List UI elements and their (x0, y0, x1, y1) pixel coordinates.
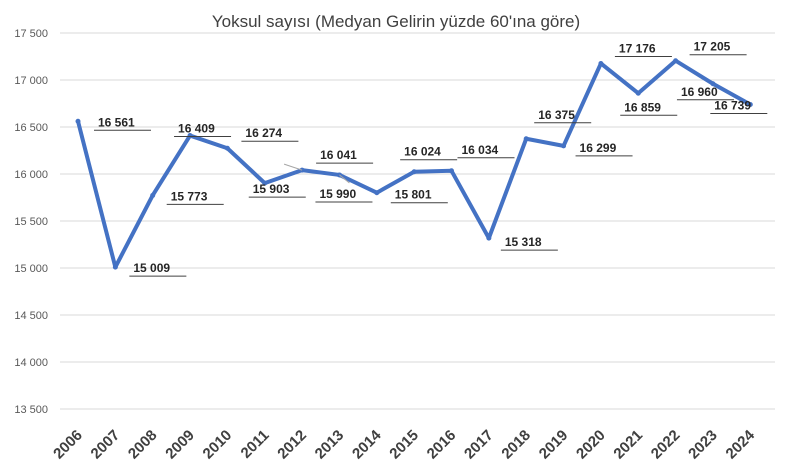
x-tick-label: 2008 (125, 427, 161, 463)
data-point (150, 192, 156, 198)
data-point (112, 264, 118, 270)
data-point (673, 58, 679, 64)
x-axis-ticks: 2006 2007 2008 2009 2010 2011 2012 2013 2014 2015… (50, 426, 758, 462)
x-tick-label: 2017 (461, 427, 497, 463)
x-tick-label: 2012 (274, 427, 310, 463)
y-tick-label: 15 500 (14, 216, 48, 228)
y-tick-label: 16 500 (14, 122, 48, 134)
data-label: 16 960 (681, 85, 718, 99)
data-label: 16 859 (624, 100, 661, 114)
data-label: 16 409 (178, 122, 215, 136)
data-label: 16 041 (320, 148, 357, 162)
data-point (598, 60, 604, 66)
x-tick-label: 2018 (498, 427, 534, 463)
y-tick-label: 17 000 (14, 75, 48, 87)
data-label: 16 739 (714, 99, 751, 113)
y-axis-ticks: 13 500 14 000 14 500 15 000 15 500 16 000 16 5… (14, 28, 48, 416)
label-leader-line (283, 163, 303, 171)
data-label: 15 773 (171, 189, 208, 203)
x-tick-label: 2013 (312, 427, 348, 463)
x-tick-label: 2014 (349, 426, 385, 462)
data-label: 15 318 (505, 235, 542, 249)
data-label: 15 990 (319, 187, 356, 201)
data-point (449, 168, 454, 174)
y-tick-label: 14 500 (14, 310, 48, 322)
x-tick-label: 2021 (610, 427, 646, 463)
chart-title: Yoksul sayısı (Medyan Gelirin yüzde 60'ı… (212, 12, 580, 31)
x-tick-label: 2020 (573, 427, 609, 463)
data-labels: 16 561 15 009 15 773 16 409 16 274 15 903 16 0… (94, 40, 768, 277)
data-label: 16 299 (580, 141, 617, 155)
x-tick-label: 2009 (162, 427, 198, 463)
series-line (76, 58, 753, 270)
data-label: 16 375 (538, 108, 575, 122)
data-label: 17 205 (694, 40, 731, 54)
data-label: 16 024 (404, 145, 441, 159)
y-tick-label: 15 000 (14, 263, 48, 275)
data-point (486, 235, 492, 241)
data-label: 16 034 (462, 143, 499, 157)
data-label: 15 903 (253, 182, 290, 196)
data-label: 15 801 (395, 188, 432, 202)
y-tick-label: 17 500 (14, 28, 48, 40)
data-label: 16 274 (245, 126, 282, 140)
grid-lines (60, 32, 775, 410)
data-label: 16 561 (98, 115, 135, 129)
data-label: 17 176 (619, 41, 656, 55)
x-tick-label: 2016 (424, 427, 460, 463)
data-point (523, 136, 529, 142)
y-tick-label: 16 000 (14, 169, 48, 181)
x-tick-label: 2015 (386, 427, 422, 463)
x-tick-label: 2011 (238, 427, 273, 462)
x-tick-label: 2019 (536, 427, 572, 463)
x-tick-label: 2007 (88, 427, 124, 463)
x-tick-label: 2023 (685, 427, 721, 463)
data-point (75, 118, 81, 124)
data-point (561, 143, 567, 149)
data-point (747, 102, 753, 108)
x-tick-label: 2010 (200, 427, 236, 463)
data-point (224, 145, 230, 151)
y-tick-label: 13 500 (14, 404, 48, 416)
data-point (710, 81, 716, 87)
data-points (75, 58, 753, 270)
data-label: 15 009 (133, 261, 170, 275)
data-point (262, 180, 268, 186)
x-tick-label: 2024 (723, 426, 759, 462)
x-tick-label: 2006 (50, 427, 86, 463)
label-leader-line (339, 174, 350, 184)
y-tick-label: 14 000 (14, 357, 48, 369)
x-tick-label: 2022 (648, 427, 684, 463)
data-point (635, 90, 641, 96)
data-point (411, 169, 417, 175)
data-point (374, 190, 380, 196)
